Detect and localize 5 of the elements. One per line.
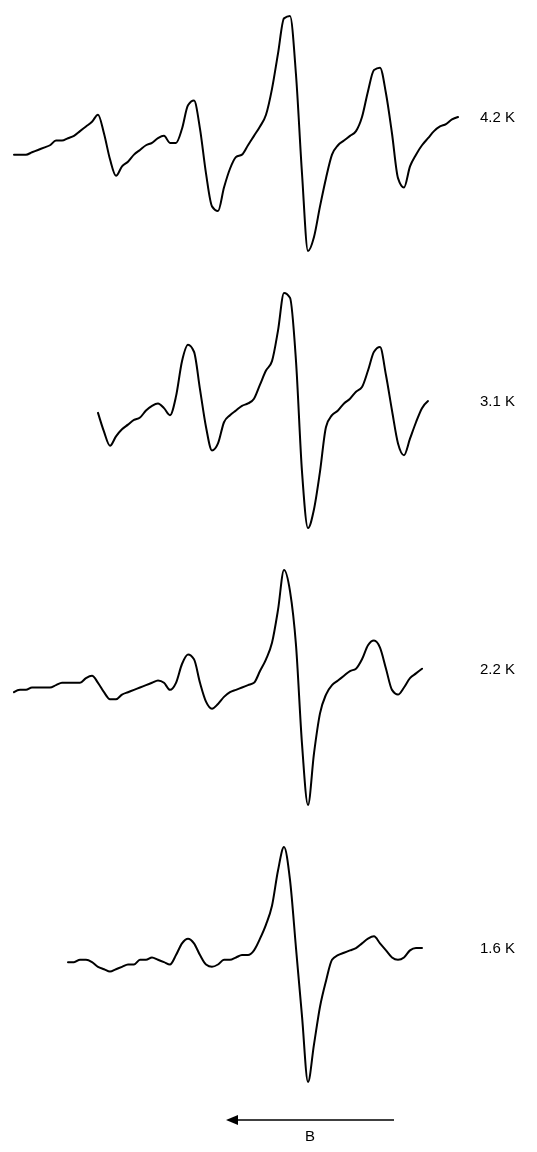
- text: 1.6 K: [480, 939, 516, 957]
- series-label: 4.2 K: [480, 108, 516, 126]
- text: 3.1 K: [480, 392, 516, 410]
- x-axis-title: B: [304, 1127, 316, 1144]
- text: 2.2 K: [480, 659, 516, 677]
